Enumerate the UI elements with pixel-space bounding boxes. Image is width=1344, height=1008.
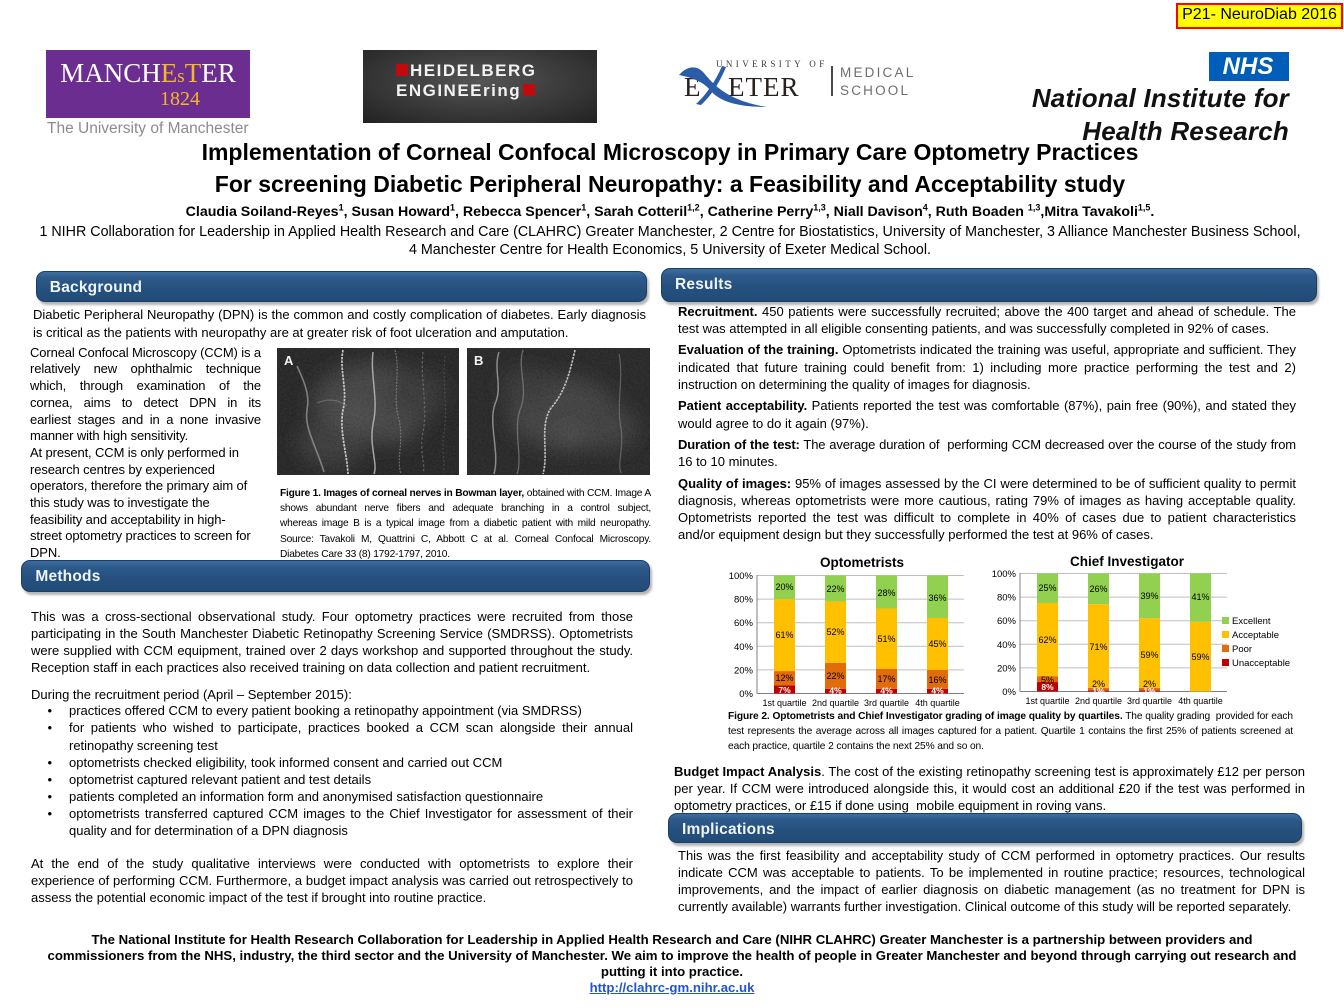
svg-text:39%: 39% bbox=[1140, 591, 1158, 601]
svg-text:26%: 26% bbox=[1089, 584, 1107, 594]
svg-text:20%: 20% bbox=[734, 665, 754, 676]
svg-text:1st quartile: 1st quartile bbox=[762, 698, 806, 708]
svg-text:UNIVERSITY OF: UNIVERSITY OF bbox=[716, 59, 828, 69]
svg-text:36%: 36% bbox=[928, 593, 946, 603]
svg-text:4%: 4% bbox=[931, 686, 944, 696]
svg-text:100%: 100% bbox=[729, 571, 754, 582]
svg-text:Optometrists: Optometrists bbox=[820, 556, 904, 570]
svg-text:8%: 8% bbox=[1041, 682, 1054, 692]
svg-text:60%: 60% bbox=[997, 616, 1017, 627]
svg-text:B: B bbox=[474, 353, 483, 368]
svg-text:52%: 52% bbox=[826, 627, 844, 637]
svg-text:40%: 40% bbox=[734, 642, 754, 653]
svg-text:40%: 40% bbox=[997, 640, 1017, 651]
svg-text:20%: 20% bbox=[775, 582, 793, 592]
svg-text:ETER: ETER bbox=[728, 72, 800, 102]
svg-text:51%: 51% bbox=[877, 634, 895, 644]
svg-text:4%: 4% bbox=[880, 686, 893, 696]
svg-text:3rd quartile: 3rd quartile bbox=[1127, 696, 1172, 706]
svg-text:22%: 22% bbox=[826, 671, 844, 681]
svg-text:71%: 71% bbox=[1089, 642, 1107, 652]
svg-text:3rd quartile: 3rd quartile bbox=[864, 698, 909, 708]
svg-text:25%: 25% bbox=[1038, 583, 1056, 593]
svg-text:59%: 59% bbox=[1191, 652, 1209, 662]
svg-text:Excellent: Excellent bbox=[1232, 616, 1271, 627]
svg-text:17%: 17% bbox=[877, 674, 895, 684]
svg-text:SCHOOL: SCHOOL bbox=[840, 83, 910, 98]
svg-text:4th quartile: 4th quartile bbox=[1178, 696, 1223, 706]
svg-text:0%: 0% bbox=[1002, 687, 1016, 698]
svg-text:Chief Investigator: Chief Investigator bbox=[1070, 556, 1185, 569]
svg-text:2nd quartile: 2nd quartile bbox=[812, 698, 859, 708]
svg-text:5%: 5% bbox=[1041, 675, 1054, 685]
svg-text:4th quartile: 4th quartile bbox=[915, 698, 960, 708]
svg-text:62%: 62% bbox=[1038, 635, 1056, 645]
svg-text:80%: 80% bbox=[734, 595, 754, 606]
svg-text:2nd quartile: 2nd quartile bbox=[1075, 696, 1122, 706]
svg-text:28%: 28% bbox=[877, 588, 895, 598]
svg-text:4%: 4% bbox=[829, 686, 842, 696]
svg-text:Poor: Poor bbox=[1232, 644, 1252, 655]
svg-text:1%: 1% bbox=[1092, 686, 1105, 696]
svg-text:A: A bbox=[284, 353, 294, 368]
svg-text:41%: 41% bbox=[1191, 592, 1209, 602]
svg-text:1%: 1% bbox=[1143, 686, 1156, 696]
svg-text:59%: 59% bbox=[1140, 650, 1158, 660]
svg-text:Unacceptable: Unacceptable bbox=[1232, 658, 1290, 669]
svg-text:16%: 16% bbox=[928, 675, 946, 685]
svg-text:12%: 12% bbox=[775, 673, 793, 683]
svg-text:22%: 22% bbox=[826, 584, 844, 594]
svg-text:45%: 45% bbox=[928, 639, 946, 649]
svg-text:80%: 80% bbox=[997, 593, 1017, 604]
svg-text:2%: 2% bbox=[1143, 679, 1156, 689]
svg-text:61%: 61% bbox=[775, 630, 793, 640]
svg-text:1st quartile: 1st quartile bbox=[1025, 696, 1069, 706]
svg-text:MEDICAL: MEDICAL bbox=[840, 65, 915, 80]
svg-text:60%: 60% bbox=[734, 618, 754, 629]
svg-text:20%: 20% bbox=[997, 663, 1017, 674]
svg-text:2%: 2% bbox=[1092, 679, 1105, 689]
svg-text:Acceptable: Acceptable bbox=[1232, 630, 1279, 641]
svg-text:0%: 0% bbox=[739, 689, 753, 700]
svg-text:7%: 7% bbox=[778, 685, 791, 695]
svg-text:100%: 100% bbox=[992, 569, 1017, 580]
